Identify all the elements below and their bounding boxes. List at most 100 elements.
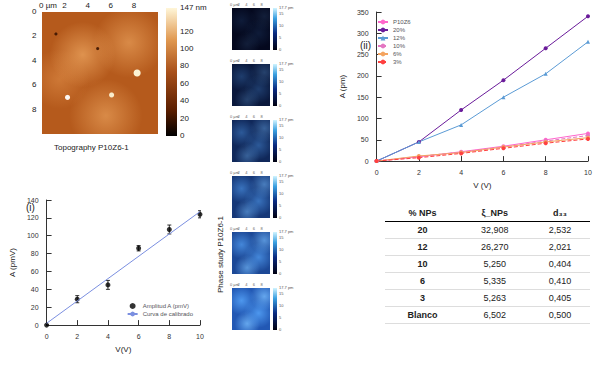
html-text:40: 40	[180, 96, 189, 106]
svg-text:40: 40	[31, 286, 39, 293]
html-text:4: 4	[32, 55, 37, 65]
svg-text:V (V): V (V)	[473, 181, 492, 190]
svg-text:A (pmV): A (pmV)	[8, 248, 17, 277]
svg-text:60: 60	[31, 268, 39, 275]
svg-text:20%: 20%	[393, 27, 406, 33]
html-text:0 µm 2: 0 µm 2	[230, 2, 240, 7]
html-text:6: 6	[419, 276, 425, 286]
svg-text:6%: 6%	[393, 51, 402, 57]
html-text:5,335: 5,335	[483, 276, 507, 286]
svg-text:4: 4	[106, 333, 110, 340]
html-text:0,500: 0,500	[548, 310, 572, 320]
html-text:20: 20	[180, 113, 189, 123]
html-text:2: 2	[62, 1, 67, 10]
svg-text:120: 120	[27, 214, 39, 221]
svg-text:0: 0	[365, 158, 369, 165]
html-text:(ii): (ii)	[360, 40, 372, 51]
html-text:0 µm 2: 0 µm 2	[230, 58, 240, 63]
svg-text:300: 300	[357, 30, 369, 37]
svg-text:150: 150	[357, 94, 369, 101]
html-text:26,270: 26,270	[481, 242, 509, 252]
svg-text:80: 80	[31, 250, 39, 257]
svg-text:P10Z6: P10Z6	[393, 19, 411, 25]
html-text:2: 2	[32, 31, 37, 41]
html-text:6,502: 6,502	[483, 310, 507, 320]
svg-text:200: 200	[357, 72, 369, 79]
html-text:2,532: 2,532	[548, 225, 572, 235]
svg-text:6: 6	[501, 169, 505, 176]
html-text:d₃₃: d₃₃	[553, 208, 567, 218]
html-text:4: 4	[85, 1, 90, 10]
html-text:100: 100	[180, 43, 194, 53]
html-text:2,021: 2,021	[548, 242, 572, 252]
html-text:15: 15	[279, 123, 284, 129]
html-text:120: 120	[180, 26, 194, 36]
html-text:17.7 pm: 17.7 pm	[279, 117, 294, 122]
html-text:Phase study P10Z6-1: Phase study P10Z6-1	[215, 216, 225, 293]
html-text:0 µm: 0 µm	[39, 1, 57, 10]
html-text:0 µm 2: 0 µm 2	[230, 114, 240, 119]
svg-text:20: 20	[31, 304, 39, 311]
html-text:10: 10	[417, 259, 428, 269]
svg-text:V(V): V(V)	[115, 345, 131, 354]
html-text:0,404: 0,404	[548, 259, 572, 269]
html-text:147 nm: 147 nm	[180, 3, 207, 12]
html-text:0 µm 2: 0 µm 2	[230, 170, 240, 175]
html-text:15: 15	[279, 67, 284, 73]
html-text:80: 80	[180, 61, 189, 71]
html-text:6: 6	[32, 80, 37, 90]
html-text:ξ_NPs: ξ_NPs	[481, 208, 509, 218]
html-text:17.7 pm: 17.7 pm	[279, 61, 294, 66]
svg-text:350: 350	[357, 9, 369, 16]
svg-text:10%: 10%	[393, 43, 406, 49]
svg-text:Amplitud A (pmV): Amplitud A (pmV)	[143, 303, 189, 309]
html-text:10: 10	[279, 23, 284, 29]
svg-text:2: 2	[75, 333, 79, 340]
html-text:32,908: 32,908	[481, 225, 509, 235]
html-text:17.7 pm: 17.7 pm	[279, 173, 294, 178]
html-text:3: 3	[419, 293, 425, 303]
svg-text:6: 6	[137, 333, 141, 340]
html-text:0: 0	[32, 7, 37, 16]
html-text:0 µm 2: 0 µm 2	[230, 226, 240, 231]
html-text:Topography P10Z6-1: Topography P10Z6-1	[54, 143, 129, 152]
svg-text:50: 50	[361, 136, 369, 143]
html-text:0,405: 0,405	[548, 293, 572, 303]
html-text:15: 15	[279, 179, 284, 185]
html-text:0,410: 0,410	[548, 276, 572, 286]
html-text:10: 10	[279, 135, 284, 141]
svg-text:8: 8	[167, 333, 171, 340]
svg-text:12%: 12%	[393, 35, 406, 41]
html-text:10: 10	[279, 79, 284, 85]
svg-text:0: 0	[375, 169, 379, 176]
svg-text:Curva de calibrado: Curva de calibrado	[143, 311, 194, 317]
html-text:12: 12	[417, 242, 428, 252]
svg-text:0: 0	[45, 333, 49, 340]
html-text:% NPs: % NPs	[408, 208, 437, 218]
svg-text:10: 10	[584, 169, 592, 176]
html-text:5,263: 5,263	[483, 293, 507, 303]
svg-text:140: 140	[26, 196, 39, 204]
html-text:(i): (i)	[26, 202, 35, 213]
html-text:8: 8	[32, 104, 37, 114]
svg-text:2: 2	[417, 169, 421, 176]
html-text:Blanco: Blanco	[407, 310, 438, 320]
html-text:60: 60	[180, 78, 189, 88]
svg-text:A (pm): A (pm)	[338, 74, 347, 98]
svg-text:8: 8	[544, 169, 548, 176]
svg-text:100: 100	[357, 115, 369, 122]
html-text:6: 6	[108, 1, 113, 10]
svg-text:0: 0	[35, 322, 39, 329]
html-text:8: 8	[131, 1, 137, 10]
svg-text:3%: 3%	[393, 59, 402, 65]
svg-text:4: 4	[459, 169, 463, 176]
svg-text:250: 250	[357, 51, 369, 58]
html-text:15: 15	[279, 11, 284, 17]
html-text:0: 0	[180, 131, 185, 140]
html-text:17.7 pm: 17.7 pm	[279, 5, 294, 10]
svg-text:100: 100	[27, 232, 39, 239]
html-text:10: 10	[279, 191, 284, 197]
html-text:20: 20	[417, 225, 428, 235]
svg-text:10: 10	[196, 333, 204, 340]
html-text:5,250: 5,250	[483, 259, 507, 269]
